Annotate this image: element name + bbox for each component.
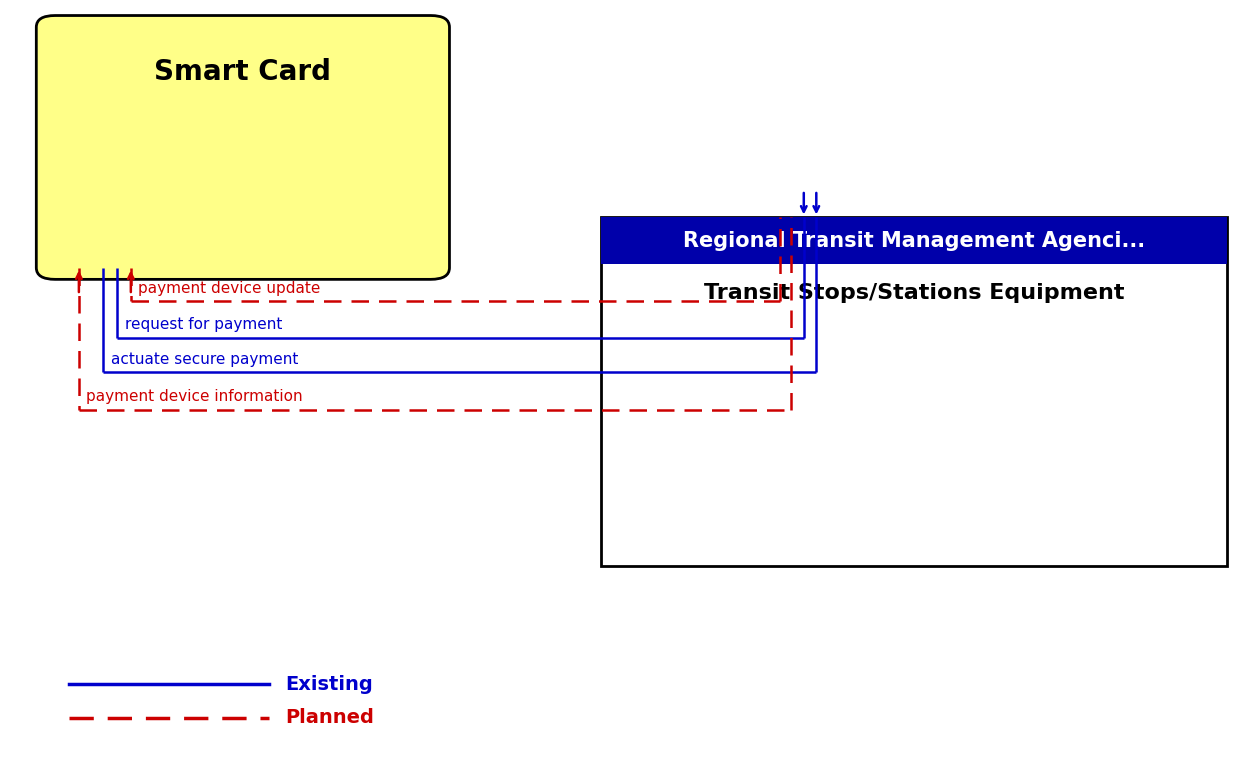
Text: Regional Transit Management Agenci...: Regional Transit Management Agenci... <box>682 230 1146 251</box>
Text: actuate secure payment: actuate secure payment <box>110 352 298 367</box>
Text: Planned: Planned <box>285 708 374 727</box>
Bar <box>601 217 1227 566</box>
Text: request for payment: request for payment <box>125 317 282 332</box>
FancyBboxPatch shape <box>36 16 449 279</box>
Bar <box>601 217 1227 264</box>
Text: Existing: Existing <box>285 675 373 694</box>
Text: payment device update: payment device update <box>138 281 321 296</box>
Text: Smart Card: Smart Card <box>154 58 332 86</box>
Text: payment device information: payment device information <box>86 390 303 404</box>
Text: Transit Stops/Stations Equipment: Transit Stops/Stations Equipment <box>704 283 1124 303</box>
